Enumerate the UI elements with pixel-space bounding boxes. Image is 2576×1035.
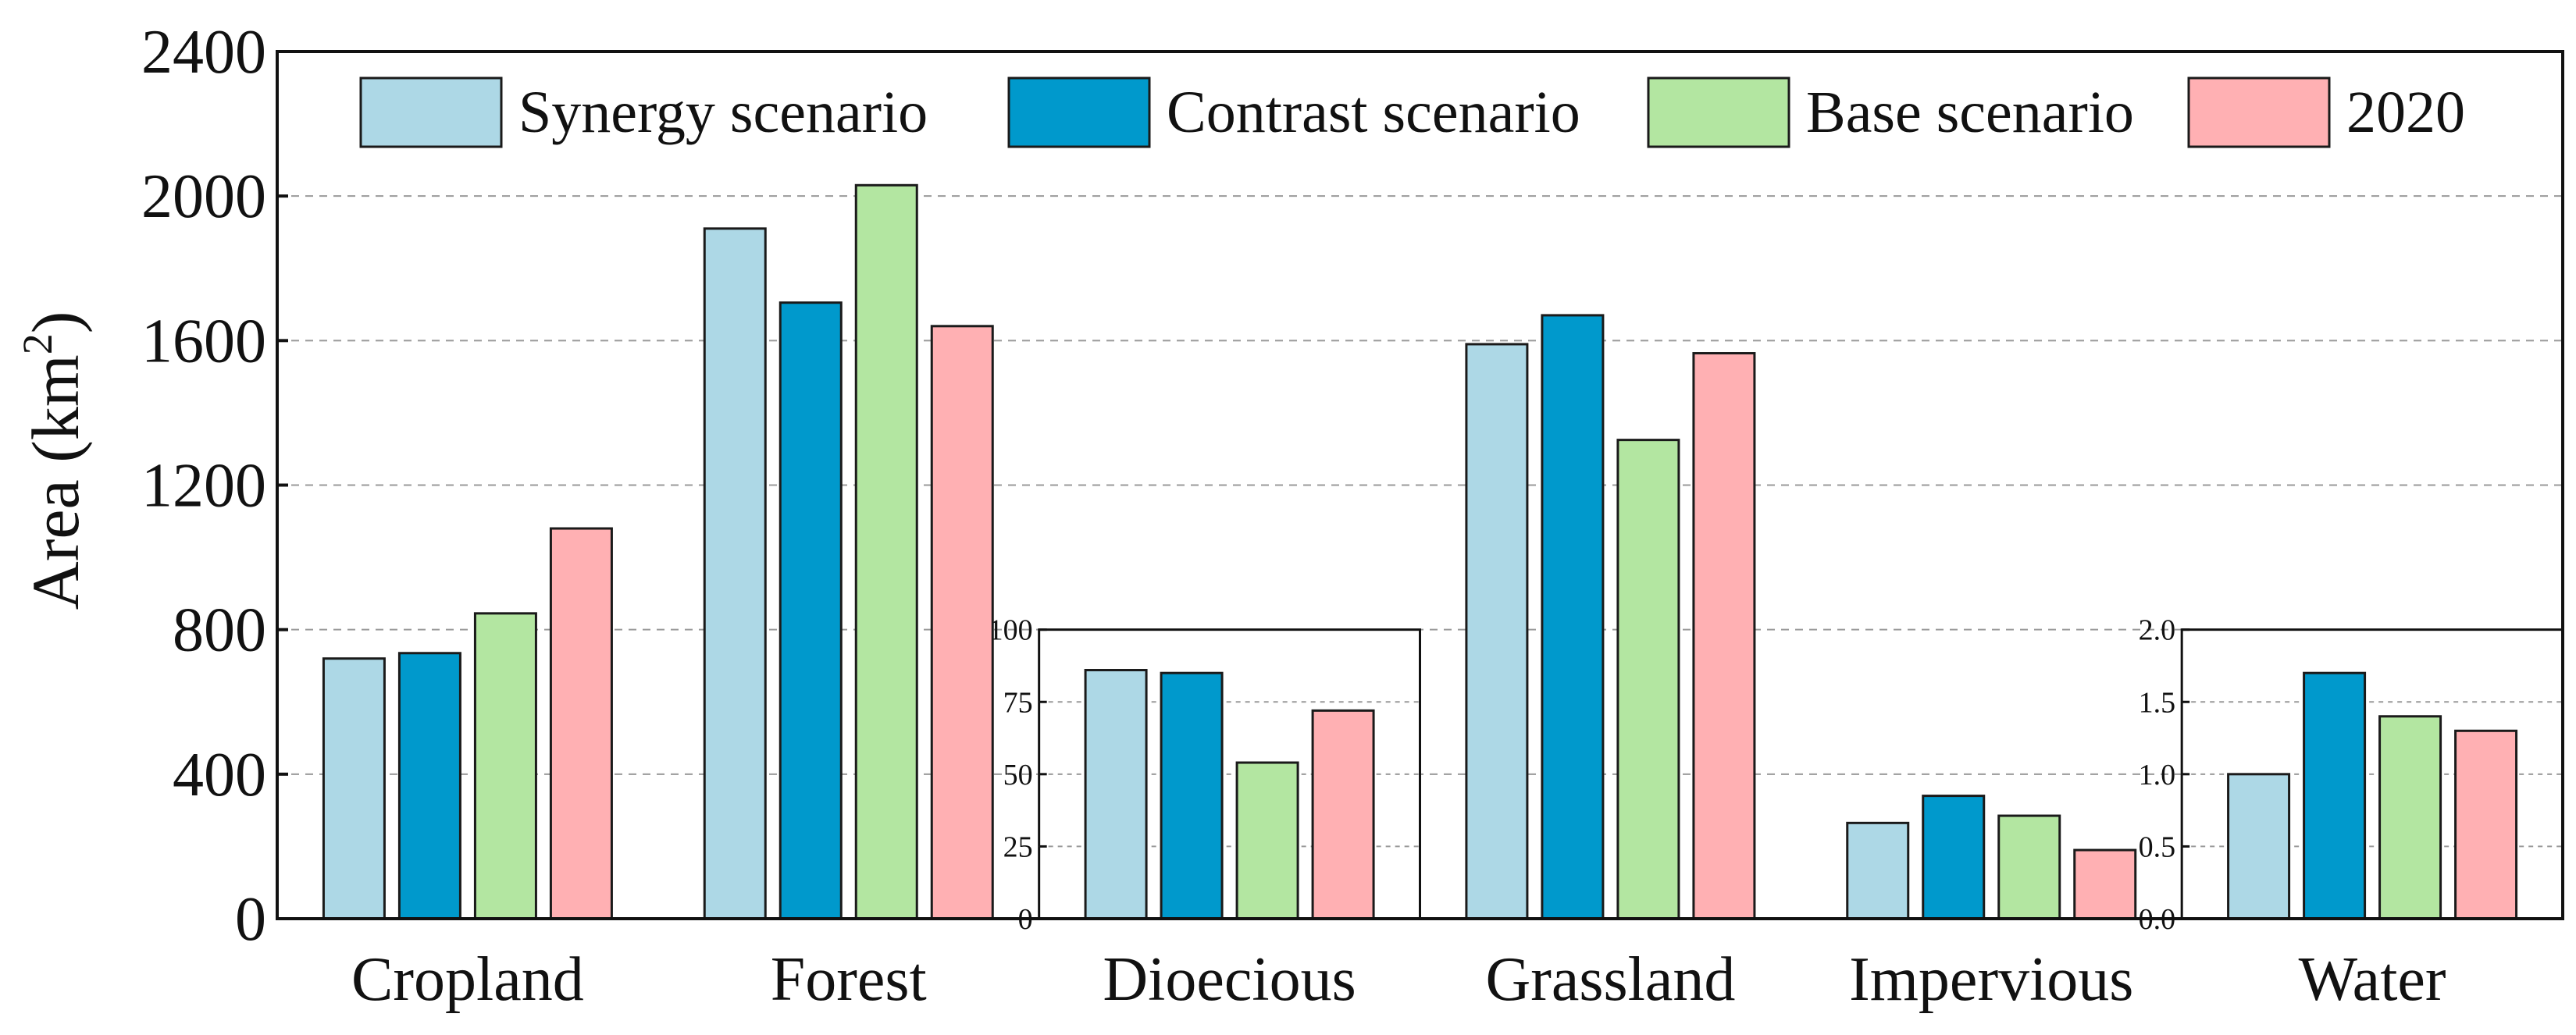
bar (1541, 314, 1605, 920)
bar (2303, 671, 2367, 920)
inset-y-tick-label: 25 (1003, 830, 1033, 863)
legend-label: Base scenario (1806, 80, 2134, 145)
bar (1616, 439, 1680, 920)
bar (2454, 729, 2518, 920)
bar (322, 657, 386, 920)
x-tick-label: Impervious (1849, 945, 2133, 1014)
bar (1922, 795, 1986, 920)
inset-y-tick-label: 1.5 (2139, 686, 2176, 719)
inset-y-tick-label: 50 (1003, 759, 1033, 791)
bar (930, 325, 994, 920)
bar (1160, 671, 1224, 920)
inset-y-tick-label: 1.0 (2139, 759, 2176, 791)
y-tick-label: 1200 (141, 452, 266, 521)
x-tick-label: Cropland (351, 945, 584, 1014)
legend-swatch (1647, 76, 1790, 148)
y-tick-label: 400 (173, 741, 266, 809)
y-tick-label: 1600 (141, 307, 266, 375)
bar (1465, 343, 1529, 920)
legend-swatch (1007, 76, 1151, 148)
legend-swatch (2187, 76, 2331, 148)
x-tick-label: Dioecious (1103, 945, 1356, 1014)
bar (1084, 669, 1148, 920)
x-tick-label: Forest (771, 945, 927, 1014)
legend-swatch (359, 76, 503, 148)
x-tick-label: Water (2299, 945, 2446, 1014)
legend-label: Contrast scenario (1167, 80, 1580, 145)
inset-y-tick-label: 0.5 (2139, 830, 2176, 863)
x-tick-label: Grassland (1485, 945, 1735, 1014)
bar (1311, 709, 1375, 920)
y-axis-title: Area (km2) (14, 311, 93, 610)
bar (549, 527, 613, 920)
bar (703, 227, 767, 920)
y-tick-label: 2000 (141, 162, 266, 231)
inset-y-tick-label: 100 (989, 614, 1033, 647)
bar (473, 612, 537, 920)
bar (779, 301, 843, 920)
y-tick-label: 0 (235, 885, 266, 954)
legend-label: Synergy scenario (518, 80, 928, 145)
bar (854, 183, 918, 920)
bar (1235, 761, 1299, 920)
y-tick-label: 2400 (141, 18, 266, 87)
bar (1692, 352, 1756, 920)
bar (1997, 814, 2061, 920)
bar (397, 652, 461, 920)
y-tick-label: 800 (173, 596, 266, 665)
inset-y-tick-label: 75 (1003, 686, 1033, 719)
bar (2227, 773, 2291, 920)
legend-label: 2020 (2346, 80, 2465, 145)
inset-y-tick-label: 2.0 (2139, 614, 2176, 647)
bar (2073, 848, 2137, 920)
bar (2378, 715, 2442, 920)
bar (1846, 821, 1910, 920)
